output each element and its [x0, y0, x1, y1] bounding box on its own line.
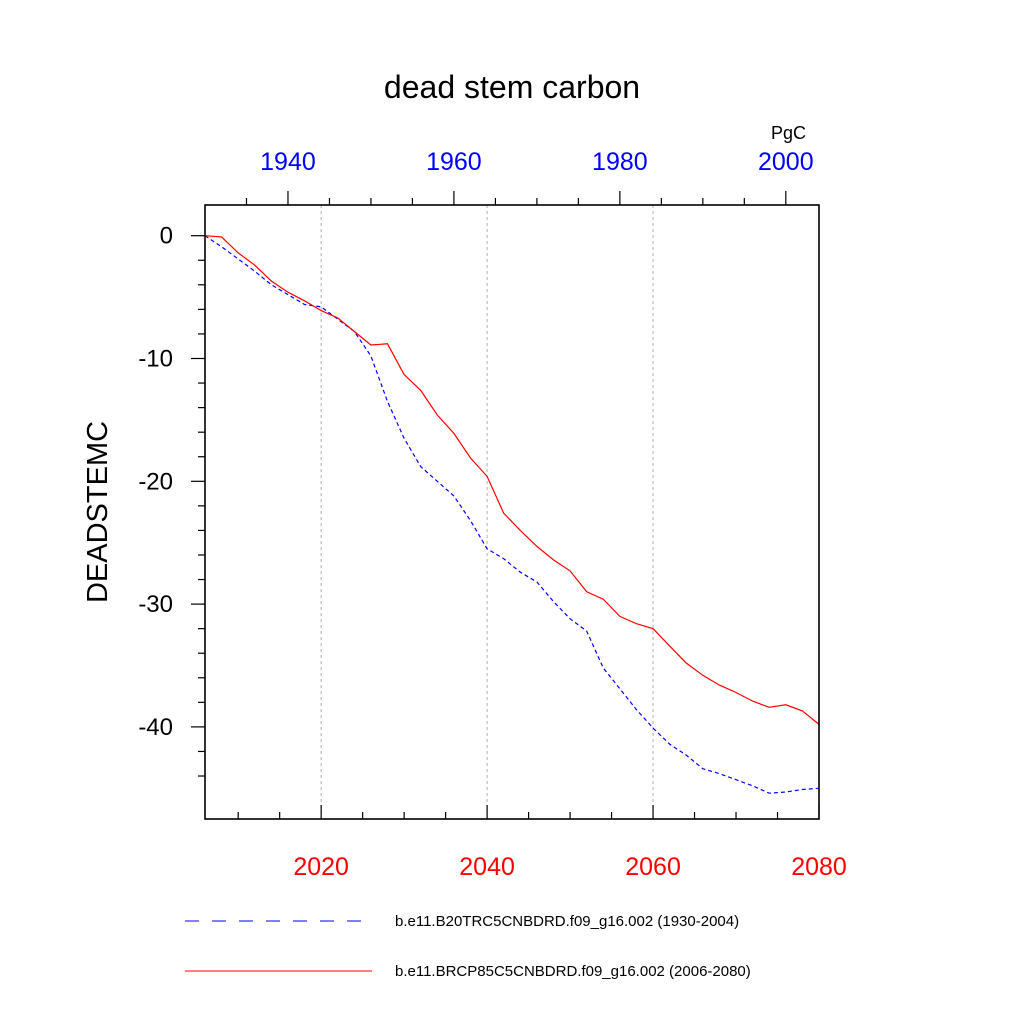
legend-label-1: b.e11.B20TRC5CNBDRD.f09_g16.002 (1930-20…	[395, 913, 739, 930]
y-tick-label: -20	[138, 468, 173, 495]
series-line-2	[204, 235, 820, 725]
plot-frame	[204, 204, 820, 820]
x-top-tick-label: 2000	[758, 148, 814, 176]
y-axis-label: DEADSTEMC	[82, 421, 114, 603]
y-tick-label: -30	[138, 591, 173, 618]
units-label: PgC	[771, 123, 806, 143]
series-line-1	[204, 235, 820, 794]
x-bottom-tick-label: 2040	[459, 853, 515, 881]
y-tick-label: -40	[138, 714, 173, 741]
legend-label-2: b.e11.BRCP85C5CNBDRD.f09_g16.002 (2006-2…	[395, 963, 751, 980]
y-tick-label: -10	[138, 346, 173, 373]
x-bottom-tick-label: 2020	[293, 853, 349, 881]
x-bottom-tick-label: 2060	[625, 853, 681, 881]
x-top-tick-label: 1980	[592, 148, 648, 176]
x-top-tick-label: 1960	[426, 148, 482, 176]
x-bottom-tick-label: 2080	[791, 853, 847, 881]
y-tick-label: 0	[160, 223, 173, 250]
chart-title: dead stem carbon	[384, 69, 640, 105]
x-top-tick-label: 1940	[260, 148, 316, 176]
